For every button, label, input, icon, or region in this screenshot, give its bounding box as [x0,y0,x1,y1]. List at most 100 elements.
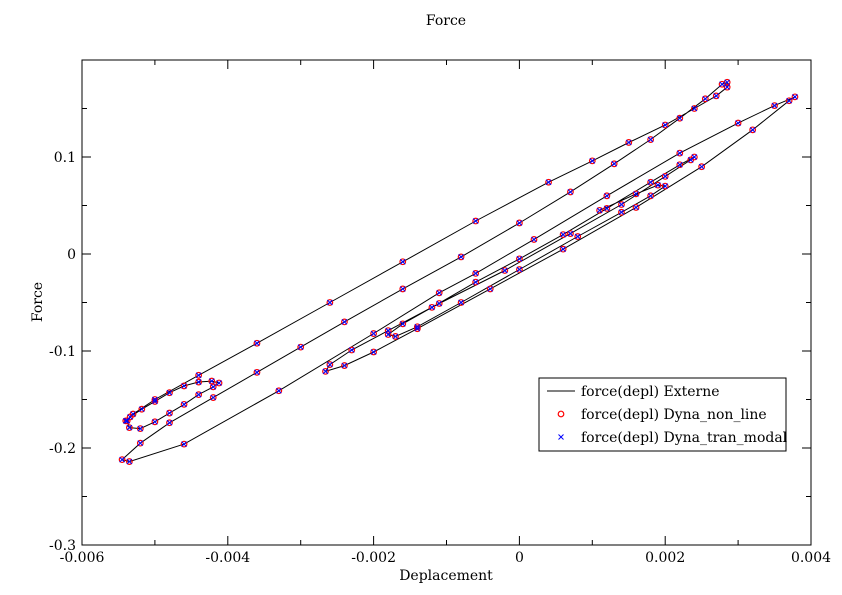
data-point-circle [180,382,188,390]
data-point-x [210,384,217,390]
data-point-circle [209,383,217,391]
data-point-x [152,398,158,405]
data-point-circle [690,153,698,161]
data-point-x [662,122,669,128]
data-point-circle [632,190,640,198]
data-point-circle [215,379,223,387]
data-point-circle [723,83,731,91]
data-point-x [545,179,552,186]
data-point-circle [253,339,261,347]
data-point-x [589,158,596,164]
data-point-x [126,458,133,465]
data-point-x [611,160,618,167]
data-point-x [458,254,464,260]
data-point-x [126,424,133,431]
data-point-circle [435,289,443,297]
data-point-circle [326,299,334,306]
data-point-x [181,383,187,389]
series-dyna-tran-modal-markers [119,79,798,465]
data-point-x [625,139,632,146]
data-point-x [275,387,282,394]
data-point-circle [618,208,625,216]
data-point-x [771,102,778,109]
data-point-x [749,126,756,133]
data-point-circle [253,368,261,376]
data-point-x [698,163,705,170]
data-point-circle [341,318,348,326]
data-point-x [458,299,464,306]
data-point-x [195,391,202,398]
data-point-circle [125,458,133,465]
data-point-circle [370,330,378,337]
data-point-x [137,425,144,432]
data-point-x [604,205,610,212]
data-point-circle [690,105,698,112]
data-point-circle [428,303,436,311]
data-point-x [166,419,173,426]
data-point-circle [136,439,144,447]
data-point-x [436,289,443,296]
data-point-x [501,267,508,274]
legend-x-icon [558,434,564,440]
data-point-circle [326,361,334,368]
data-point-x [322,368,329,375]
data-point-circle [676,161,684,169]
data-point-x [735,120,741,126]
data-point-circle [166,419,173,427]
data-point-circle [661,182,669,190]
data-point-x [687,157,694,163]
data-point-circle [610,160,618,168]
data-point-circle [472,270,480,277]
data-point-x [210,394,217,401]
data-point-x [472,279,479,285]
data-point-x [181,441,187,447]
data-point-circle [516,255,523,263]
chart-title: Force [426,13,466,29]
data-point-x [166,389,173,396]
x-tick-label: 0 [515,550,524,566]
data-point-circle [596,206,603,214]
data-point-circle [661,121,669,129]
data-point-circle [125,424,133,432]
data-point-circle [712,92,720,100]
data-point-x [137,440,144,447]
x-axis: -0.006 -0.004 -0.002 0 0.002 0.004 [60,60,831,566]
data-point-circle [625,139,633,146]
data-point-circle [574,233,582,240]
data-point-x [567,230,574,237]
data-point-x [647,179,654,186]
data-point-x [399,320,406,327]
data-point-x [472,218,479,224]
data-point-circle [734,119,742,127]
data-point-circle [661,172,669,180]
data-point-circle [392,333,399,340]
data-point-circle [588,157,596,165]
data-point-x [399,286,406,292]
data-point-circle [180,400,188,408]
data-point-circle [472,217,480,225]
data-point-x [567,189,574,195]
data-point-circle [435,300,443,307]
data-point-circle [399,285,407,293]
data-point-circle [209,394,217,401]
data-point-circle [676,114,684,122]
data-point-x [676,150,683,156]
data-point-circle [384,331,392,338]
data-point-circle [166,409,173,417]
data-point-circle [123,417,131,425]
data-point-x [604,192,610,199]
data-point-x [341,362,348,369]
data-point-circle [647,136,655,143]
data-point-x [786,97,792,104]
data-point-x [702,95,709,102]
data-point-x [152,418,158,425]
data-point-x [254,369,260,376]
data-point-circle [413,323,421,331]
data-point-x [647,136,654,143]
legend-entry-externe: force(depl) Externe [581,384,720,400]
data-point-x [370,349,377,355]
data-point-x [560,246,566,253]
data-point-circle [399,258,407,266]
legend-entry-dyna-non-line: force(depl) Dyna_non_line [581,407,767,423]
